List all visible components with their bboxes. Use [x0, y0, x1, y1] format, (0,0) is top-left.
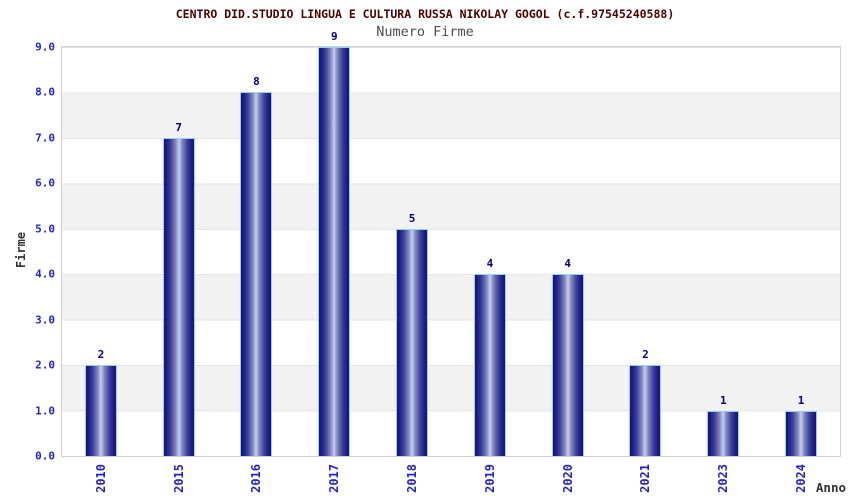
- chart-title: CENTRO DID.STUDIO LINGUA E CULTURA RUSSA…: [175, 7, 675, 21]
- y-tick-2.0: 2.0: [35, 358, 55, 372]
- x-tick-2010: 2010: [93, 464, 108, 493]
- x-tick-2017: 2017: [327, 464, 342, 493]
- plot-area: 2 2010 7 2015 8 2016 9 2017 5 2018 4 2019 4 2020 2 2021…: [35, 30, 841, 493]
- chart-subtitle: Numero Firme: [376, 24, 474, 40]
- bar-2020: [551, 274, 584, 456]
- y-tick-9.0: 9.0: [35, 40, 55, 54]
- bar-2017: [318, 47, 351, 456]
- value-label-2021: 2: [642, 348, 649, 362]
- bar-2023: [707, 410, 740, 456]
- x-tick-2016: 2016: [249, 464, 264, 493]
- bar-slot-2016: 8 2016: [218, 47, 296, 493]
- bar-2016: [240, 92, 273, 456]
- value-label-2024: 1: [797, 393, 805, 407]
- y-tick-4.0: 4.0: [35, 267, 55, 281]
- bar-slot-2023: 1 2023: [684, 47, 762, 493]
- bar-slot-2017: 9 2017: [295, 30, 373, 493]
- y-tick-6.0: 6.0: [35, 176, 55, 190]
- value-label-2018: 5: [408, 211, 416, 225]
- y-tick-8.0: 8.0: [35, 85, 55, 99]
- bar-slot-2021: 2 2021: [607, 47, 685, 493]
- value-label-2016: 8: [253, 75, 260, 89]
- bar-2018: [396, 228, 429, 456]
- bar-slots: 2 2010 7 2015 8 2016 9 2017 5 2018 4 2019 4 2020 2 2021…: [62, 30, 840, 493]
- y-tick-0.0: 0.0: [35, 449, 55, 463]
- bar-slot-2024: 1 2024: [762, 47, 840, 493]
- x-tick-2015: 2015: [171, 464, 186, 493]
- value-label-2020: 4: [564, 257, 571, 271]
- bar-slot-2019: 4 2019: [451, 47, 529, 493]
- x-axis-title: Anno: [815, 480, 846, 495]
- y-tick-5.0: 5.0: [35, 222, 55, 236]
- y-tick-3.0: 3.0: [35, 313, 55, 327]
- y-tick-1.0: 1.0: [35, 404, 55, 418]
- bar-2024: [785, 410, 818, 456]
- value-label-2019: 4: [486, 257, 494, 271]
- value-label-2017: 9: [330, 30, 338, 43]
- x-tick-2023: 2023: [716, 464, 731, 493]
- x-tick-2021: 2021: [638, 464, 653, 493]
- bar-slot-2010: 2 2010: [62, 47, 140, 493]
- bar-slot-2018: 5 2018: [373, 47, 451, 493]
- y-tick-7.0: 7.0: [35, 131, 55, 145]
- value-label-2023: 1: [719, 393, 727, 407]
- x-tick-2018: 2018: [405, 464, 420, 493]
- y-axis-title: Firme: [14, 231, 28, 269]
- bar-2010: [84, 365, 117, 456]
- bar-slot-2015: 7 2015: [140, 47, 218, 493]
- bar-slot-2020: 4 2020: [529, 47, 607, 493]
- x-tick-2020: 2020: [560, 464, 575, 493]
- bar-2019: [473, 274, 506, 456]
- x-tick-2024: 2024: [794, 464, 809, 493]
- bar-2015: [162, 137, 195, 456]
- x-tick-2019: 2019: [482, 464, 497, 493]
- value-label-2010: 2: [97, 348, 105, 362]
- value-label-2015: 7: [175, 120, 182, 134]
- bar-2021: [629, 365, 662, 456]
